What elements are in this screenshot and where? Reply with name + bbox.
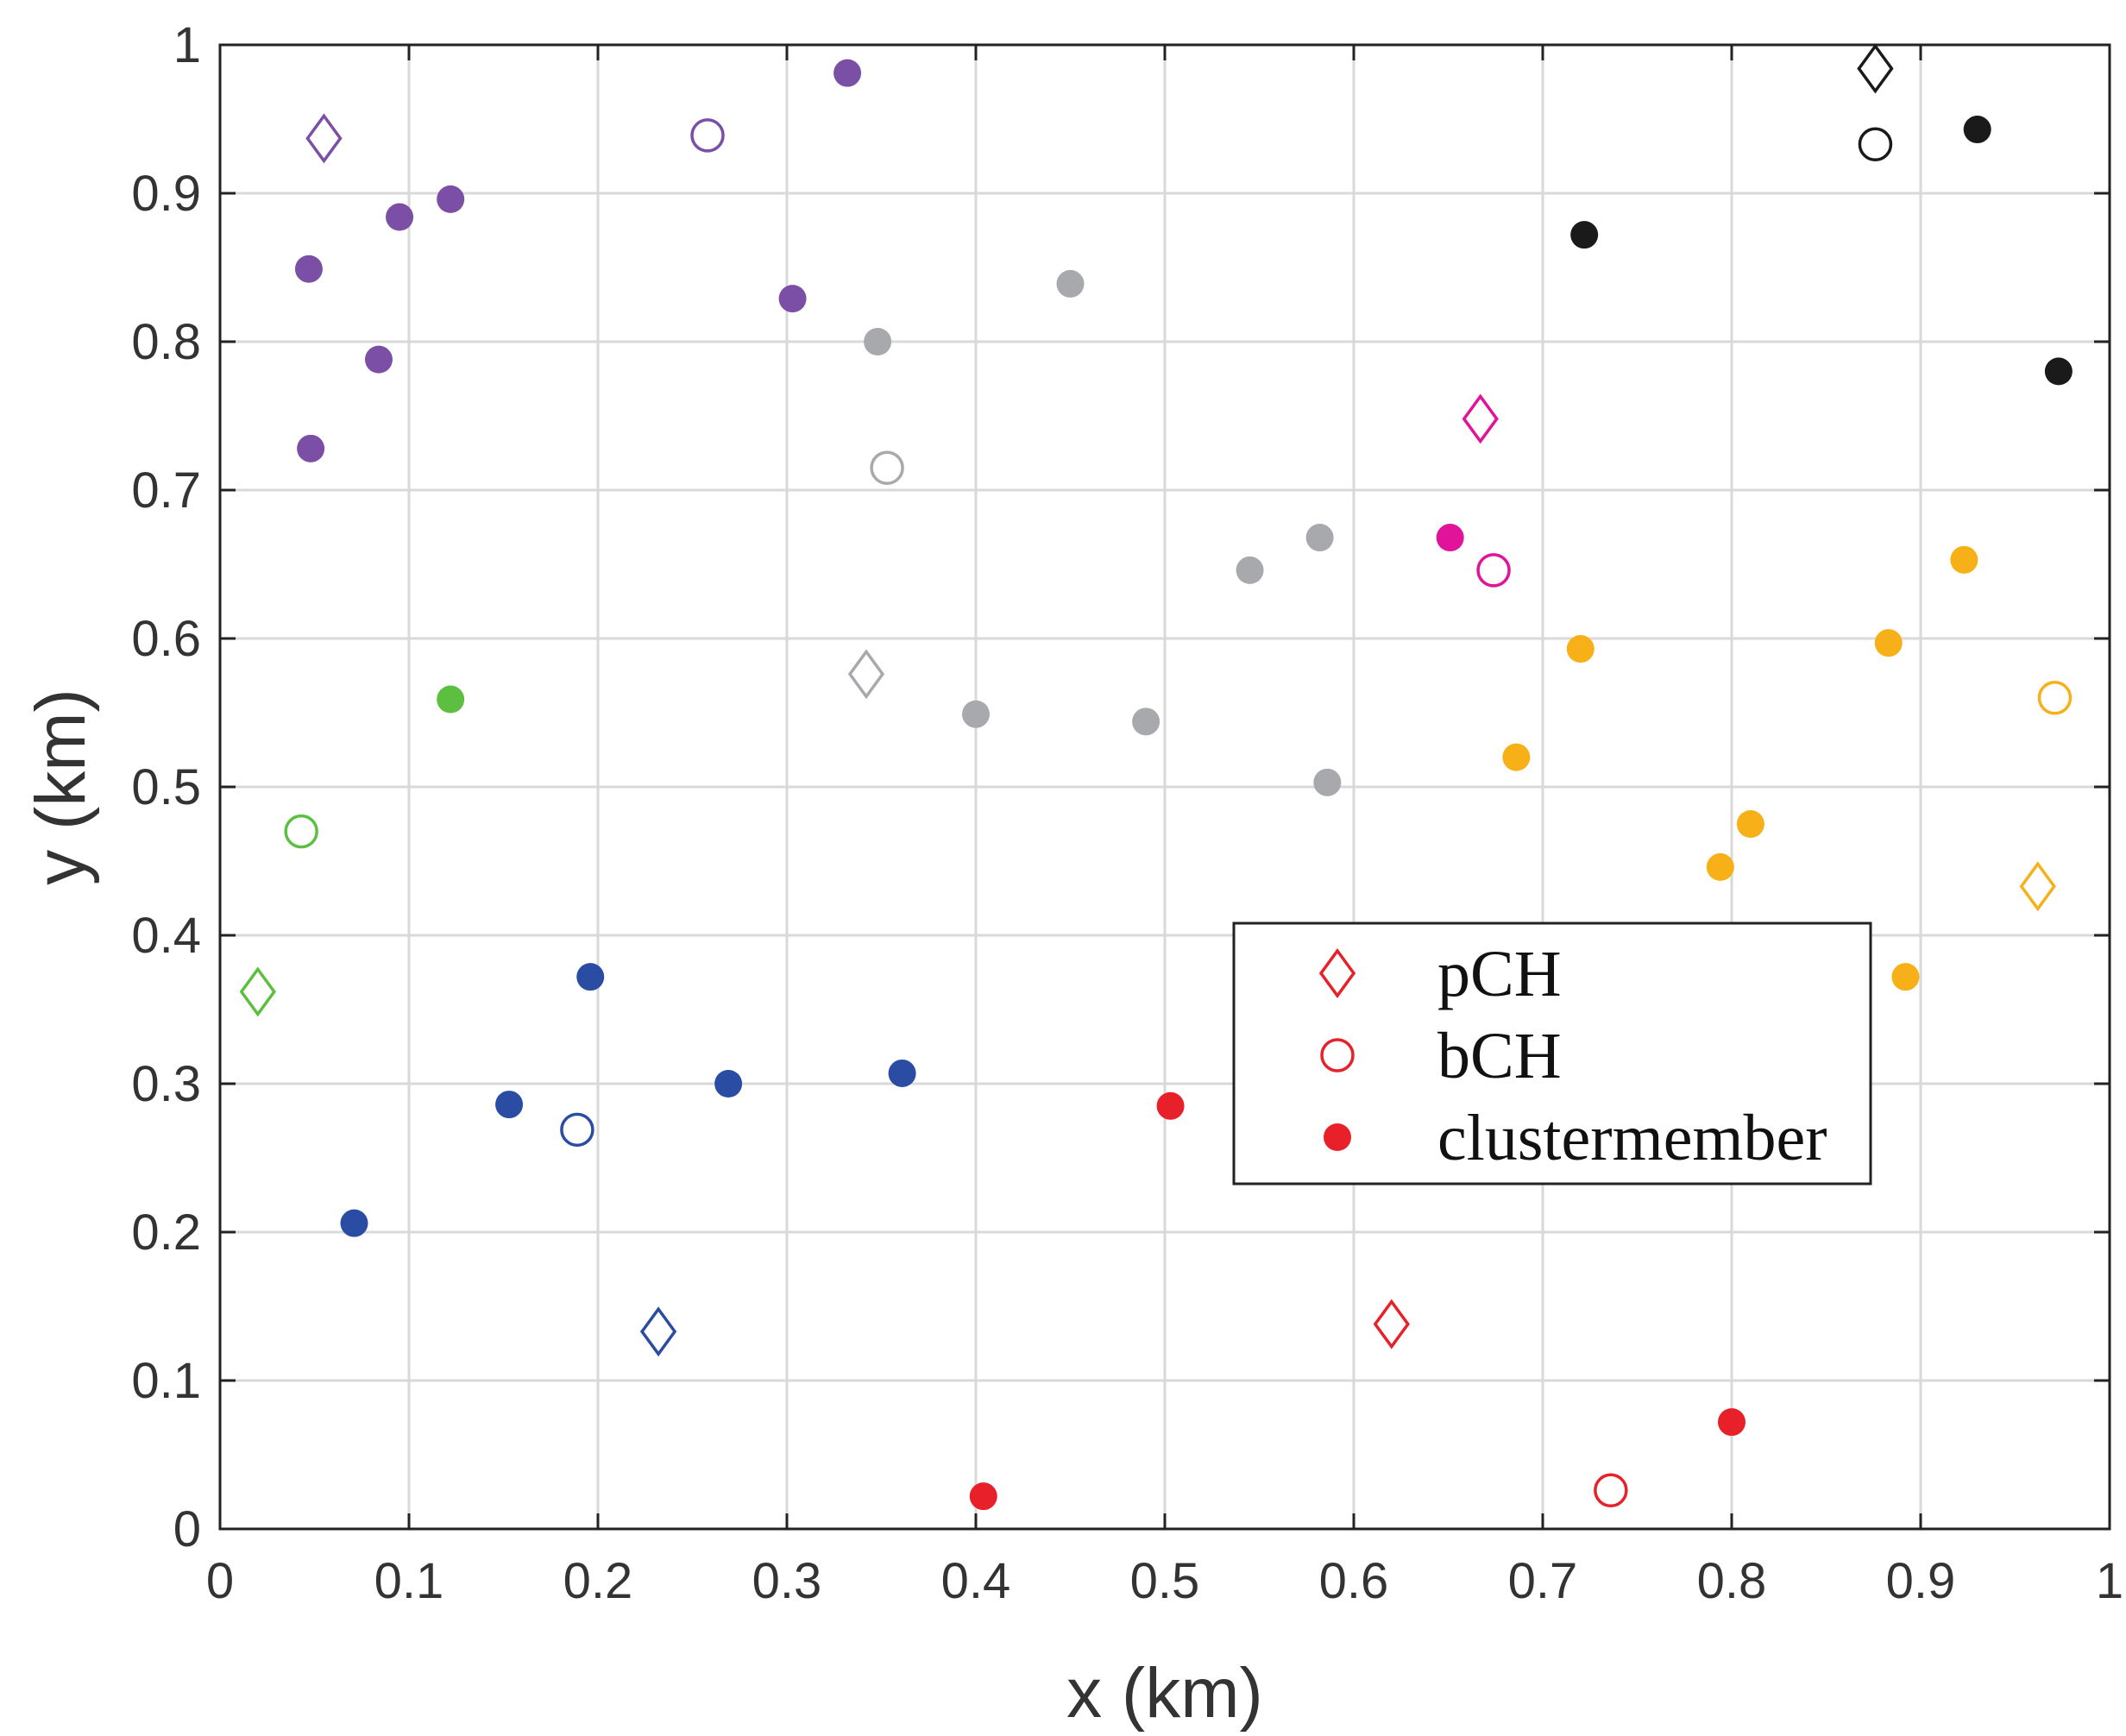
clustermember-point	[437, 185, 465, 213]
bch-point	[1594, 1473, 1628, 1508]
clustermember-point	[2044, 357, 2073, 386]
clustermember-point	[1156, 1091, 1185, 1120]
legend-label: clustermember	[1437, 1102, 1827, 1174]
pch-point	[1857, 43, 1894, 94]
x-tick-label: 0.4	[941, 1553, 1011, 1609]
y-tick-label: 0	[173, 1501, 201, 1557]
clustermember-point	[1736, 810, 1764, 838]
clustermember-point	[714, 1070, 743, 1098]
clustermember-point	[576, 963, 605, 991]
bch-point	[1858, 127, 1893, 161]
clustermember-point	[294, 255, 323, 283]
clustermember-point	[1891, 963, 1920, 991]
pch-point	[847, 649, 885, 700]
clustermember-point	[1950, 545, 1978, 574]
clustermember-point	[1305, 524, 1334, 552]
bch-point	[870, 450, 904, 485]
pch-point	[239, 966, 276, 1017]
y-tick-label: 0.7	[131, 462, 201, 519]
clustermember-point	[833, 59, 862, 87]
pch-point	[2019, 861, 2056, 912]
axis-ticks	[218, 43, 2111, 1531]
clustermember-point	[1436, 524, 1464, 552]
x-tick-label: 0.8	[1697, 1553, 1767, 1609]
cluster-group	[969, 1091, 1745, 1511]
clustermember-point	[437, 685, 465, 714]
bch-point	[284, 814, 318, 849]
clustermember-point	[864, 328, 892, 355]
bch-point	[2037, 681, 2073, 715]
clustermember-point	[1718, 1408, 1745, 1437]
x-tick-label: 0.6	[1319, 1553, 1389, 1609]
cluster-group	[1570, 43, 2073, 386]
cluster-group	[294, 59, 862, 462]
bch-point	[690, 118, 725, 153]
legend-marker-pch	[1318, 948, 1356, 998]
clustermember-point	[340, 1209, 368, 1237]
pch-point	[1462, 393, 1499, 444]
x-tick-label: 0.9	[1886, 1553, 1956, 1609]
y-tick-label: 0.4	[131, 908, 201, 964]
legend-marker-bch	[1320, 1038, 1355, 1072]
y-tick-label: 0.1	[131, 1353, 201, 1409]
bch-point	[1476, 553, 1511, 588]
y-tick-label: 0.9	[131, 166, 201, 222]
clustermember-point	[1706, 852, 1734, 881]
grid-lines	[218, 43, 2111, 1531]
clustermember-point	[495, 1091, 524, 1119]
clustermember-point	[962, 700, 990, 728]
clustermember-point	[888, 1059, 916, 1087]
x-tick-label: 0	[206, 1553, 234, 1609]
y-tick-label: 0.6	[131, 611, 201, 667]
y-tick-label: 1	[173, 17, 201, 73]
clustermember-point	[386, 203, 414, 231]
pch-point	[1373, 1299, 1410, 1349]
x-tick-label: 1	[2096, 1553, 2123, 1609]
pch-point	[639, 1306, 677, 1357]
clustermember-point	[1963, 116, 1991, 144]
clustermember-point	[1236, 556, 1264, 584]
cluster-group	[239, 685, 465, 1017]
x-tick-label: 0.3	[752, 1553, 822, 1609]
bch-point	[560, 1112, 594, 1148]
clustermember-point	[1566, 635, 1594, 664]
legend-marker-clustermember	[1324, 1123, 1351, 1151]
legend-label: pCH	[1437, 938, 1562, 1010]
legend-label: bCH	[1437, 1020, 1562, 1092]
x-tick-label: 0.5	[1130, 1553, 1200, 1609]
clustermember-point	[969, 1482, 997, 1511]
x-tick-label: 0.7	[1508, 1553, 1578, 1609]
cluster-group	[1436, 393, 1511, 588]
y-tick-label: 0.3	[131, 1056, 201, 1112]
cluster-group	[847, 269, 1342, 796]
clustermember-point	[1132, 708, 1160, 736]
x-axis-label: x (km)	[1066, 1654, 1263, 1733]
y-tick-label: 0.2	[131, 1205, 201, 1261]
clustermember-point	[1056, 269, 1085, 298]
tick-labels: 0 0.1 0.2 0.3 0.4 0.5 0.6 0.7 0.8 0.9 1 0 0.1 0.2 0.3 0…	[131, 17, 2123, 1609]
legend-entries: pCH bCH clustermember	[1318, 938, 1827, 1174]
x-tick-label: 0.1	[374, 1553, 444, 1609]
cluster-group	[340, 963, 916, 1357]
clustermember-point	[364, 345, 393, 374]
data-points	[239, 43, 2073, 1511]
clustermember-point	[1313, 768, 1342, 796]
clustermember-point	[1502, 743, 1531, 771]
cluster-group	[1502, 545, 2073, 991]
legend: pCH bCH clustermember	[1232, 921, 1872, 1186]
pch-point	[305, 113, 343, 164]
y-axis-label: y (km)	[22, 689, 100, 885]
y-tick-label: 0.8	[131, 314, 201, 370]
clustermember-point	[1570, 221, 1599, 249]
clustermember-point	[778, 285, 807, 313]
x-tick-label: 0.2	[563, 1553, 633, 1609]
y-tick-label: 0.5	[131, 759, 201, 815]
clustermember-point	[297, 434, 325, 462]
clustermember-point	[1874, 629, 1903, 657]
